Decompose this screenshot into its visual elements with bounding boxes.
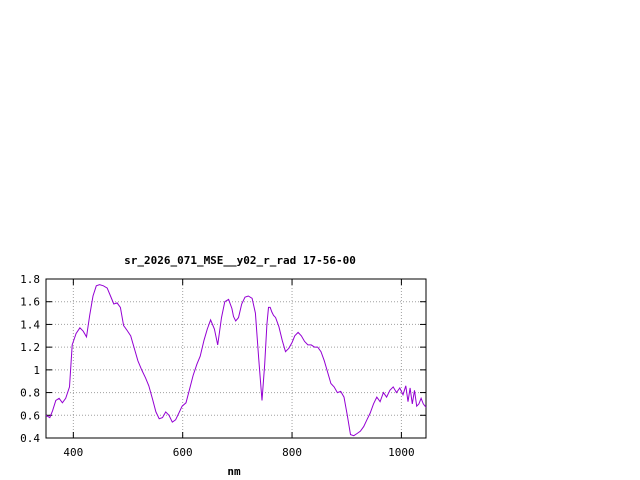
y-tick-label: 0.4 (20, 432, 40, 445)
y-tick-label: 0.6 (20, 409, 40, 422)
grid (46, 279, 426, 438)
x-tick-label: 400 (63, 446, 83, 459)
y-tick-label: 1.2 (20, 341, 40, 354)
x-tick-labels: 400 600 800 1000 (63, 446, 414, 459)
y-tick-label: 1.8 (20, 273, 40, 286)
x-axis-label: nm (227, 465, 241, 478)
x-tick-label: 600 (173, 446, 193, 459)
y-tick-label: 1.6 (20, 296, 40, 309)
plot-border (45, 278, 427, 439)
x-tick-label: 800 (282, 446, 302, 459)
y-tick-labels: 0.4 0.6 0.8 1 1.2 1.4 1.6 1.8 (20, 273, 40, 445)
x-tick-label: 1000 (388, 446, 415, 459)
y-tick-label: 1.4 (20, 318, 40, 331)
y-tick-label: 1 (33, 364, 40, 377)
ticks (46, 278, 426, 439)
chart-title: sr_2026_071_MSE__y02_r_rad 17-56-00 (124, 254, 356, 267)
y-tick-label: 0.8 (20, 387, 40, 400)
series-line (45, 284, 427, 437)
